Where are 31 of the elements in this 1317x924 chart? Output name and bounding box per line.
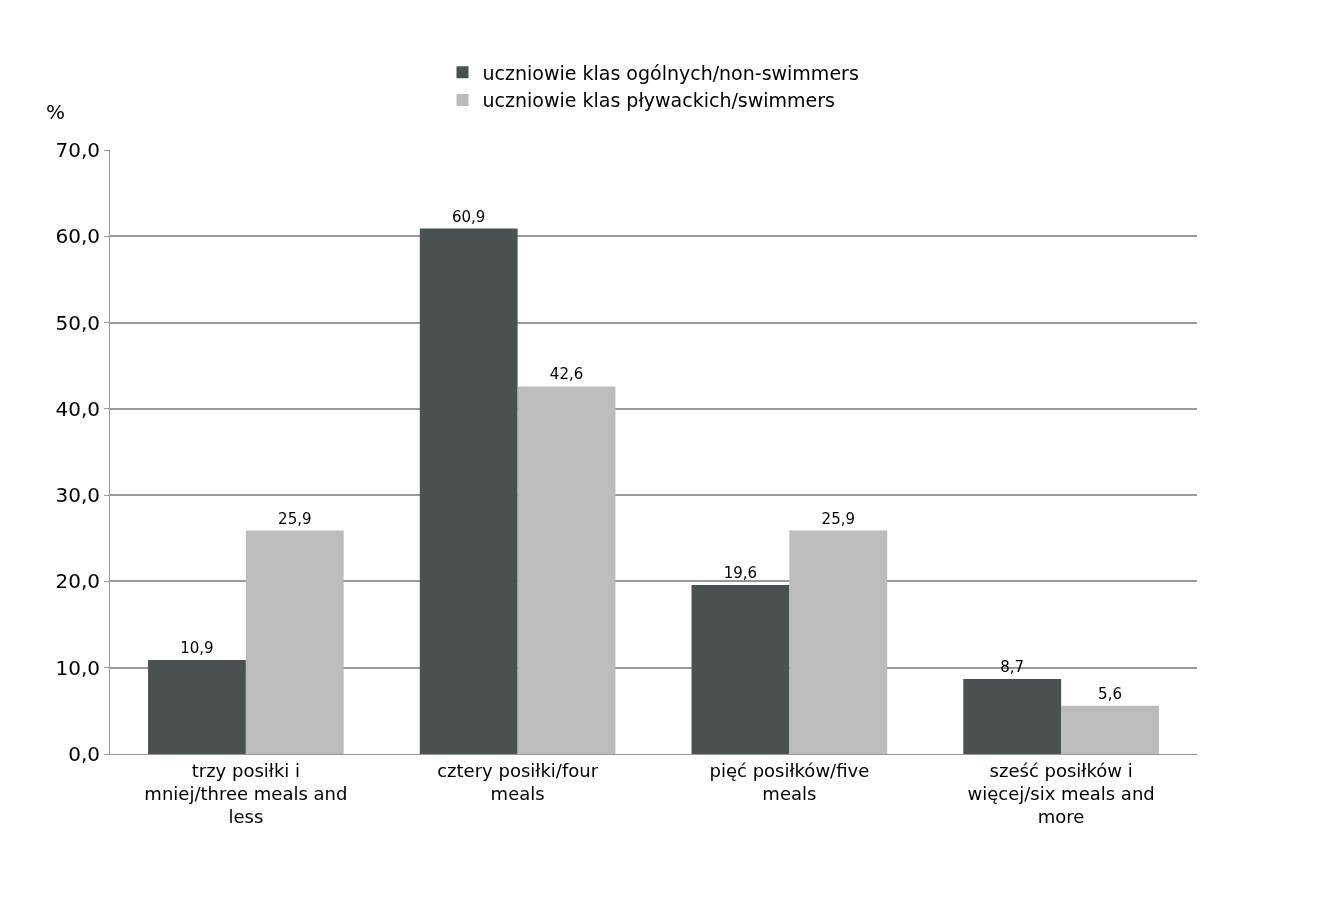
data-label: 5,6 (1098, 684, 1122, 703)
y-tick-label: 40,0 (55, 396, 100, 421)
data-label: 42,6 (549, 365, 584, 384)
y-tick-label: 60,0 (55, 224, 100, 249)
bar (245, 530, 344, 754)
bar (148, 659, 246, 754)
legend-label: uczniowie klas pływackich/swimmers (482, 89, 835, 112)
y-tick-label: 70,0 (55, 138, 100, 162)
y-tick-label: 30,0 (55, 483, 100, 508)
y-axis-title: % (46, 100, 66, 124)
data-label: 25,9 (821, 509, 855, 528)
bar (691, 584, 790, 754)
y-tick-label: 0,0 (68, 742, 100, 766)
bar (419, 228, 518, 754)
bar (789, 530, 888, 754)
data-label: 19,6 (723, 563, 758, 582)
x-tick-label: cztery posiłki/four meals (437, 759, 599, 804)
bar (517, 386, 616, 754)
x-tick-label: sześć posiłków i więcej/six meals and more (967, 759, 1155, 828)
legend-label: uczniowie klas ogólnych/non-swimmers (482, 61, 859, 84)
data-label: 8,7 (1000, 657, 1025, 676)
data-label: 60,9 (452, 207, 486, 226)
bar (963, 678, 1062, 754)
bar (1061, 705, 1159, 754)
data-label: 25,9 (278, 509, 312, 528)
y-tick-label: 20,0 (55, 569, 100, 594)
data-label: 10,9 (180, 638, 214, 657)
y-tick-label: 50,0 (55, 310, 100, 335)
x-tick-label: trzy posiłki i mniej/three meals and less (144, 759, 348, 828)
y-tick-label: 10,0 (55, 655, 100, 680)
x-tick-label: pięć posiłków/five meals (709, 759, 870, 804)
